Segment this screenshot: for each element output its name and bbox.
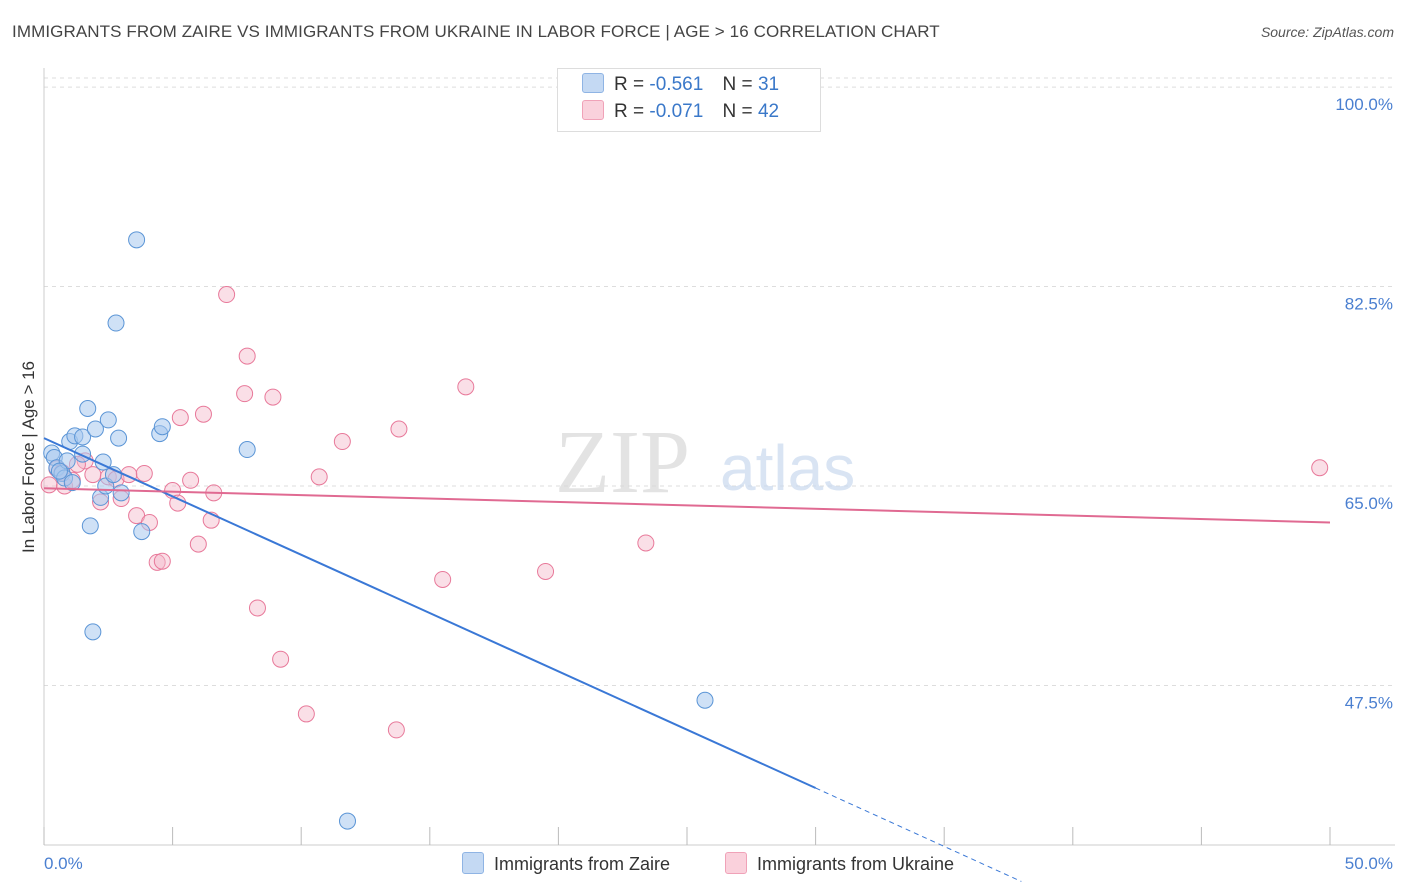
ukraine-point — [333, 433, 351, 451]
legend-row-zaire: R = -0.561 N = 31 — [582, 73, 779, 99]
ukraine-r-value: -0.071 — [649, 101, 704, 122]
ukraine-point — [297, 705, 315, 723]
ukraine-point — [153, 552, 171, 570]
x-tick-label: 0.0% — [44, 854, 83, 873]
ukraine-point — [194, 405, 212, 423]
y-tick-label: 82.5% — [1345, 295, 1393, 314]
ukraine-legend-swatch — [725, 852, 747, 874]
zaire-point — [63, 474, 81, 492]
legend-item-zaire[interactable]: Immigrants from Zaire — [462, 852, 670, 875]
zaire-point — [133, 523, 151, 541]
zaire-point — [112, 484, 130, 502]
ukraine-point — [169, 494, 187, 512]
y-tick-label: 100.0% — [1335, 95, 1393, 114]
ukraine-point — [434, 570, 452, 588]
ukraine-point — [148, 553, 166, 571]
correlation-legend: R = -0.561 N = 31 R = -0.071 N = 42 — [557, 68, 821, 132]
y-tick-label: 47.5% — [1345, 693, 1393, 712]
ukraine-point — [182, 471, 200, 489]
zaire-n-value: 31 — [757, 74, 780, 95]
ukraine-point — [236, 385, 254, 403]
ukraine-point — [537, 562, 555, 580]
ukraine-n-value: 42 — [757, 101, 780, 122]
zaire-points — [43, 231, 714, 830]
zaire-point — [696, 691, 714, 709]
zaire-swatch — [582, 73, 604, 93]
ukraine-trend-line — [43, 487, 1331, 524]
zaire-point — [128, 231, 146, 249]
ukraine-point — [40, 476, 58, 494]
ukraine-point — [264, 388, 282, 406]
zaire-point — [99, 411, 117, 429]
y-tick-label: 65.0% — [1345, 494, 1393, 513]
source-label: Source: ZipAtlas.com — [1260, 24, 1394, 40]
legend-row-ukraine: R = -0.071 N = 42 — [582, 100, 779, 126]
zaire-point — [238, 441, 256, 459]
zaire-r-value: -0.561 — [649, 74, 704, 95]
zaire-trend-line — [43, 437, 817, 789]
ukraine-point — [135, 464, 153, 482]
ukraine-points — [40, 286, 1329, 739]
ukraine-point — [171, 409, 189, 427]
ukraine-point — [387, 721, 405, 739]
axes — [43, 68, 1395, 846]
watermark-atlas: atlas — [720, 432, 855, 504]
ukraine-point — [189, 535, 207, 553]
zaire-point — [84, 623, 102, 641]
zaire-point — [81, 517, 99, 535]
zaire-point — [79, 399, 97, 417]
ukraine-point — [390, 420, 408, 438]
zaire-point — [107, 314, 125, 332]
zaire-point — [110, 429, 128, 447]
zaire-point — [74, 428, 92, 446]
ukraine-point — [238, 347, 256, 365]
watermark-zip: ZIP — [555, 413, 690, 512]
zaire-point — [86, 420, 104, 438]
x-tick-label: 50.0% — [1345, 854, 1393, 873]
zaire-point — [153, 418, 171, 436]
ukraine-point — [218, 286, 236, 304]
ukraine-point — [310, 468, 328, 486]
ukraine-point — [1311, 459, 1329, 477]
ukraine-point — [457, 378, 475, 396]
grid-lines — [44, 77, 1395, 686]
legend-item-ukraine[interactable]: Immigrants from Ukraine — [725, 852, 954, 875]
zaire-trend-extension — [815, 787, 1022, 882]
zaire-point — [50, 462, 68, 480]
chart-title: IMMIGRANTS FROM ZAIRE VS IMMIGRANTS FROM… — [12, 22, 940, 41]
ukraine-point — [272, 650, 290, 668]
zaire-legend-swatch — [462, 852, 484, 874]
ukraine-swatch — [582, 100, 604, 120]
tick-labels: 100.0% 82.5% 65.0% 47.5% 0.0% 50.0% — [44, 95, 1393, 873]
ukraine-point — [637, 534, 655, 552]
ukraine-point — [248, 599, 266, 617]
trend-lines — [43, 437, 1331, 882]
y-axis-label: In Labor Force | Age > 16 — [19, 361, 38, 553]
zaire-point — [338, 812, 356, 830]
